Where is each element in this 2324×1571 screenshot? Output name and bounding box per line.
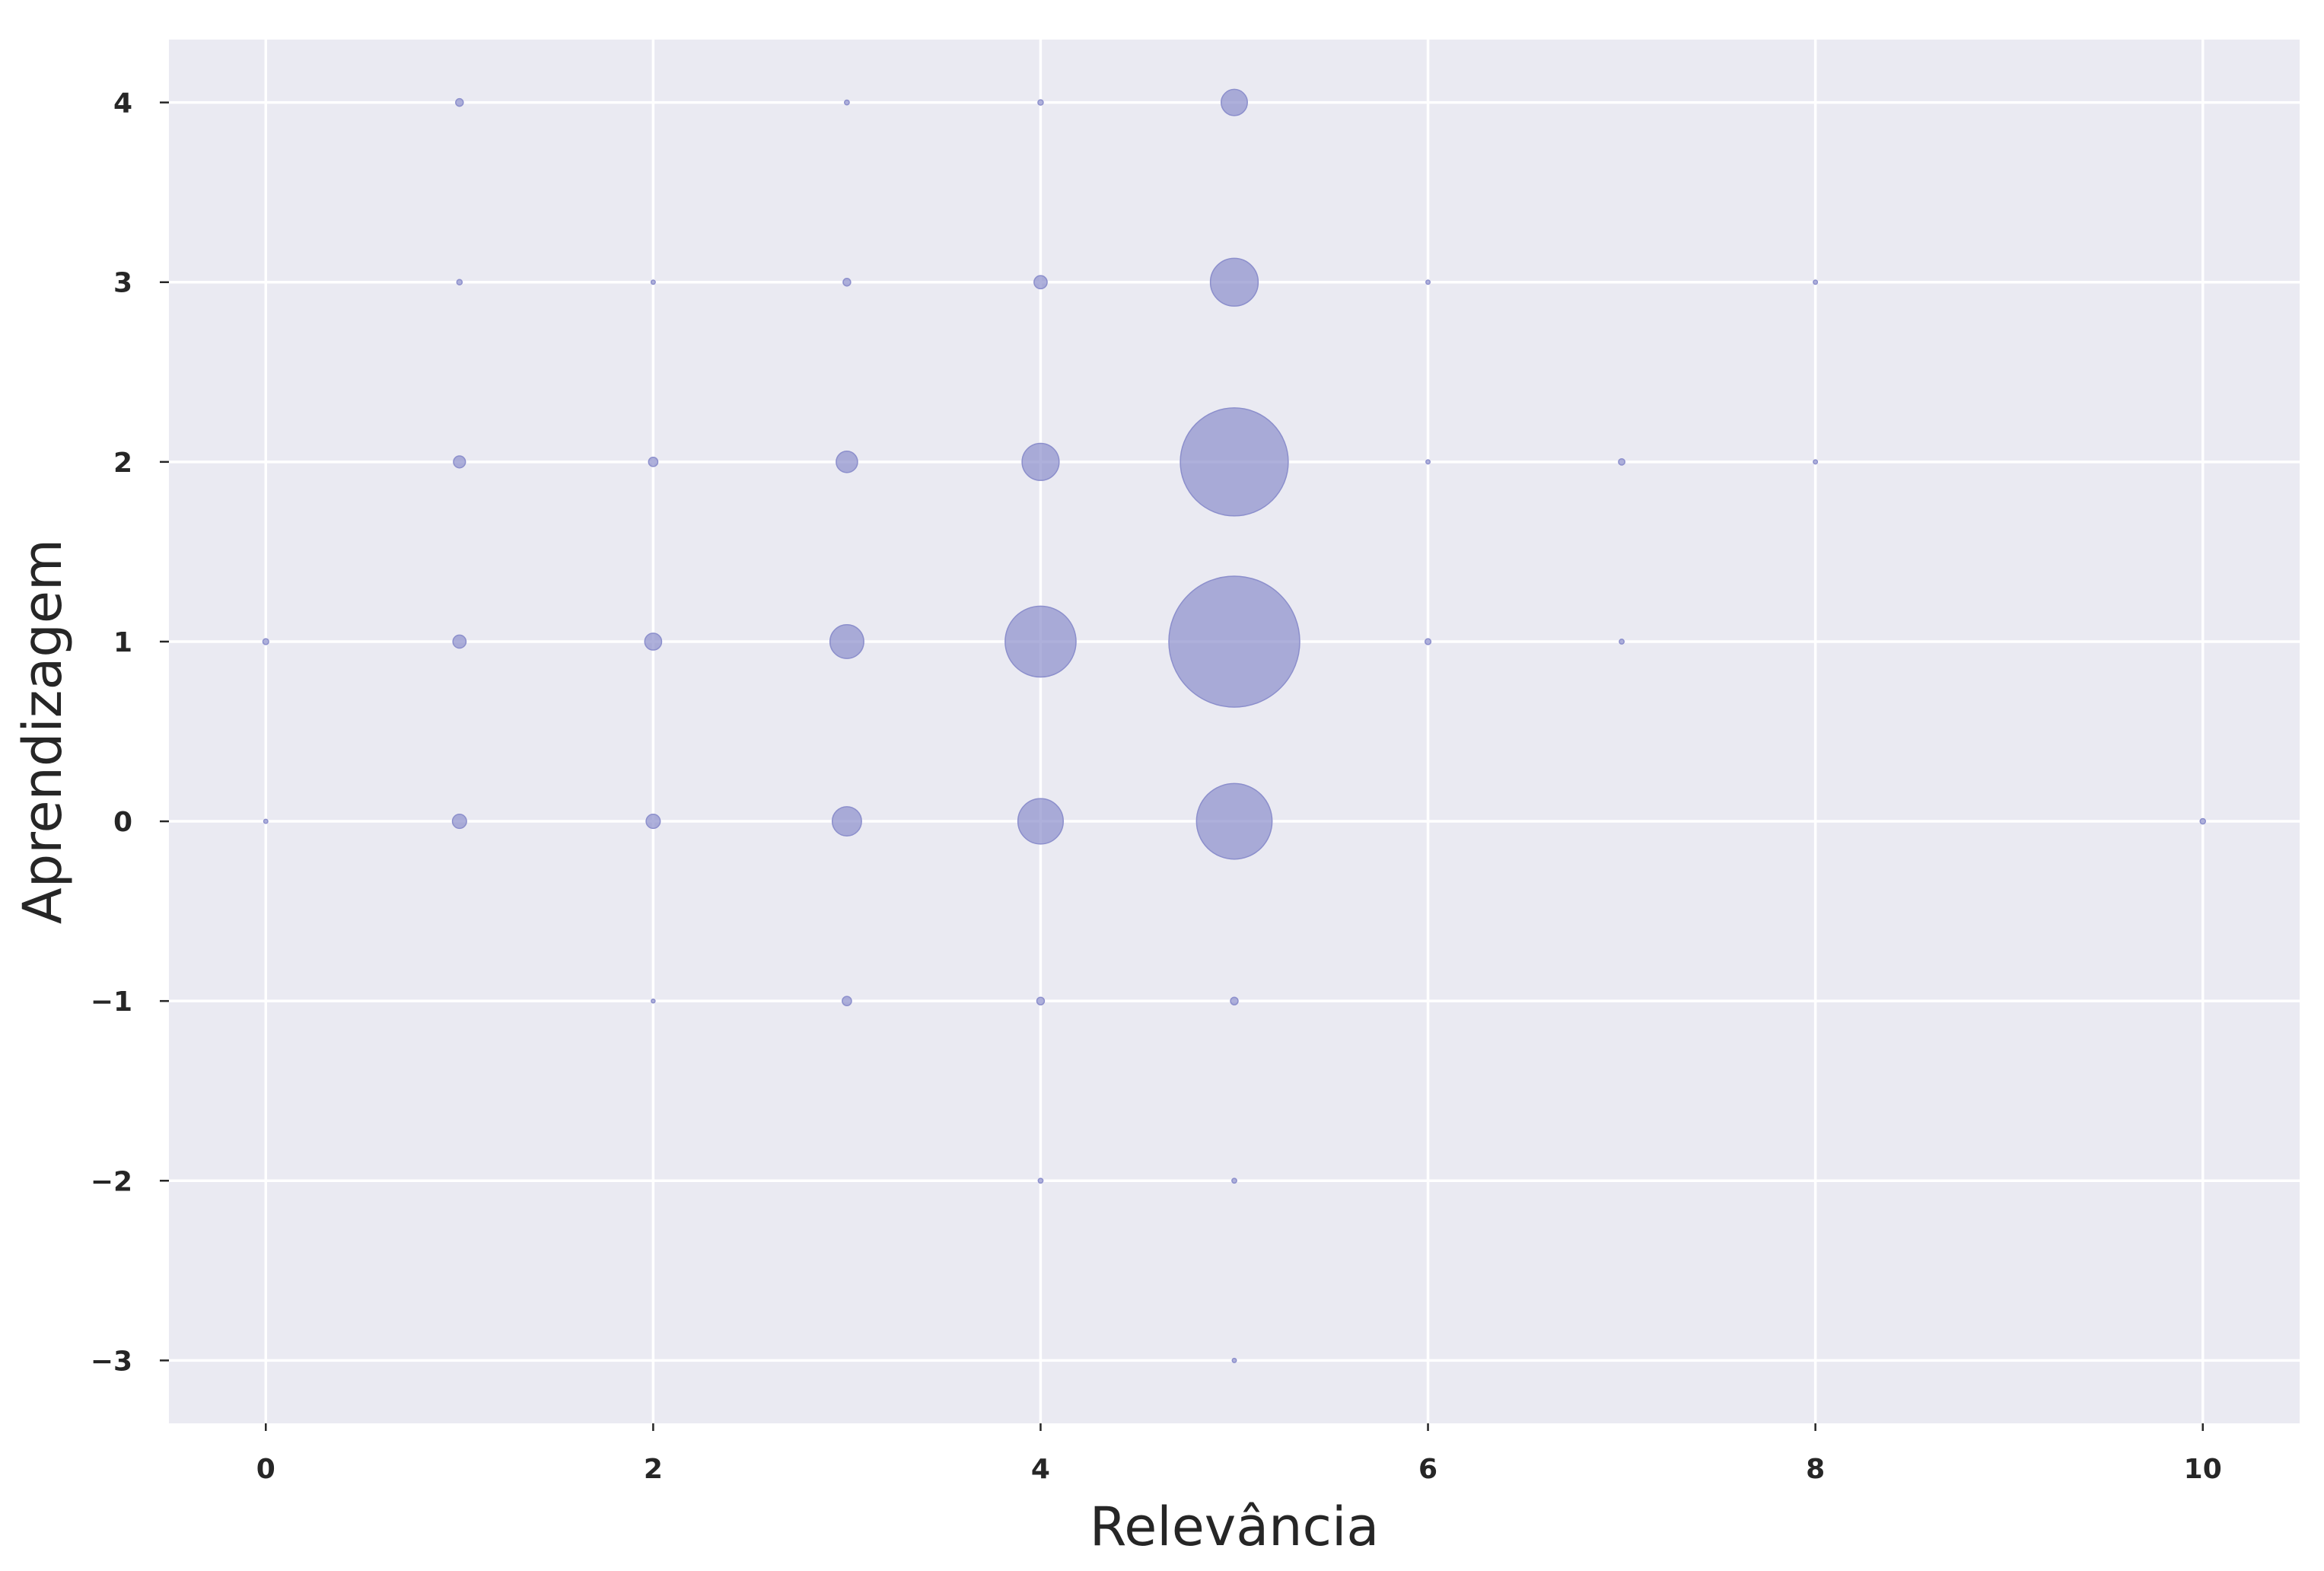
bubble-point (2199, 817, 2206, 825)
axis-ticks: 0 2 4 6 8 10 −3 −2 −1 0 1 2 3 4 (91, 88, 2222, 1485)
bubble-point (648, 457, 659, 467)
bubble-point (1004, 605, 1077, 678)
bubble-point (451, 814, 467, 830)
y-tick-label: 3 (113, 268, 132, 299)
bubble-point (1195, 782, 1273, 860)
y-tick-label: 1 (113, 627, 132, 658)
y-tick-label: 0 (113, 807, 132, 838)
bubble-point (1168, 575, 1300, 708)
bubble-point (1424, 638, 1432, 645)
y-tick-label: −1 (91, 986, 132, 1018)
bubble-point (842, 996, 852, 1006)
bubble-point (645, 814, 661, 830)
bubble-point (1036, 996, 1046, 1005)
bubble-point (1231, 1357, 1237, 1363)
x-tick-label: 10 (2184, 1454, 2222, 1485)
bubble-point (1209, 257, 1259, 307)
bubble-point (836, 451, 858, 473)
bubble-point (1231, 1177, 1237, 1184)
bubble-point (842, 278, 852, 287)
bubble-point (1021, 442, 1060, 481)
bubble-point (1037, 99, 1044, 106)
bubble-point (844, 99, 850, 106)
bubble-point (262, 638, 269, 645)
bubble-point (1180, 407, 1289, 517)
x-tick-label: 6 (1418, 1454, 1437, 1485)
x-tick-label: 2 (644, 1454, 663, 1485)
bubble-point (1425, 459, 1431, 465)
bubble-point (456, 279, 463, 286)
y-tick-label: 4 (113, 88, 132, 119)
bubble-point (452, 634, 467, 649)
x-axis-title: Relevância (1090, 1496, 1380, 1558)
bubble-point (1221, 88, 1248, 116)
bubble-point (1813, 279, 1819, 285)
bubble-point (453, 455, 466, 469)
bubble-point (1230, 996, 1239, 1005)
y-tick-label: −2 (91, 1166, 132, 1197)
bubble-point (1425, 279, 1431, 285)
bubble-point (1017, 798, 1064, 845)
bubbles (262, 88, 2206, 1363)
x-tick-label: 8 (1806, 1454, 1825, 1485)
y-tick-label: 2 (113, 448, 132, 479)
bubble-point (650, 279, 656, 285)
plot-background (169, 40, 2300, 1423)
bubble-point (1033, 275, 1048, 290)
bubble-point (651, 998, 656, 1004)
bubble-point (1813, 459, 1819, 465)
bubble-point (644, 633, 663, 651)
bubble-point (831, 806, 862, 837)
bubble-point (1619, 639, 1625, 645)
y-tick-label: −3 (91, 1346, 132, 1377)
x-tick-label: 0 (256, 1454, 275, 1485)
x-tick-label: 4 (1031, 1454, 1050, 1485)
bubble-point (1037, 1177, 1044, 1184)
y-axis-title: Aprendizagem (11, 539, 74, 924)
bubble-point (829, 623, 864, 659)
bubble-point (455, 97, 464, 107)
bubble-point (1618, 457, 1625, 466)
bubble-point (263, 818, 269, 824)
